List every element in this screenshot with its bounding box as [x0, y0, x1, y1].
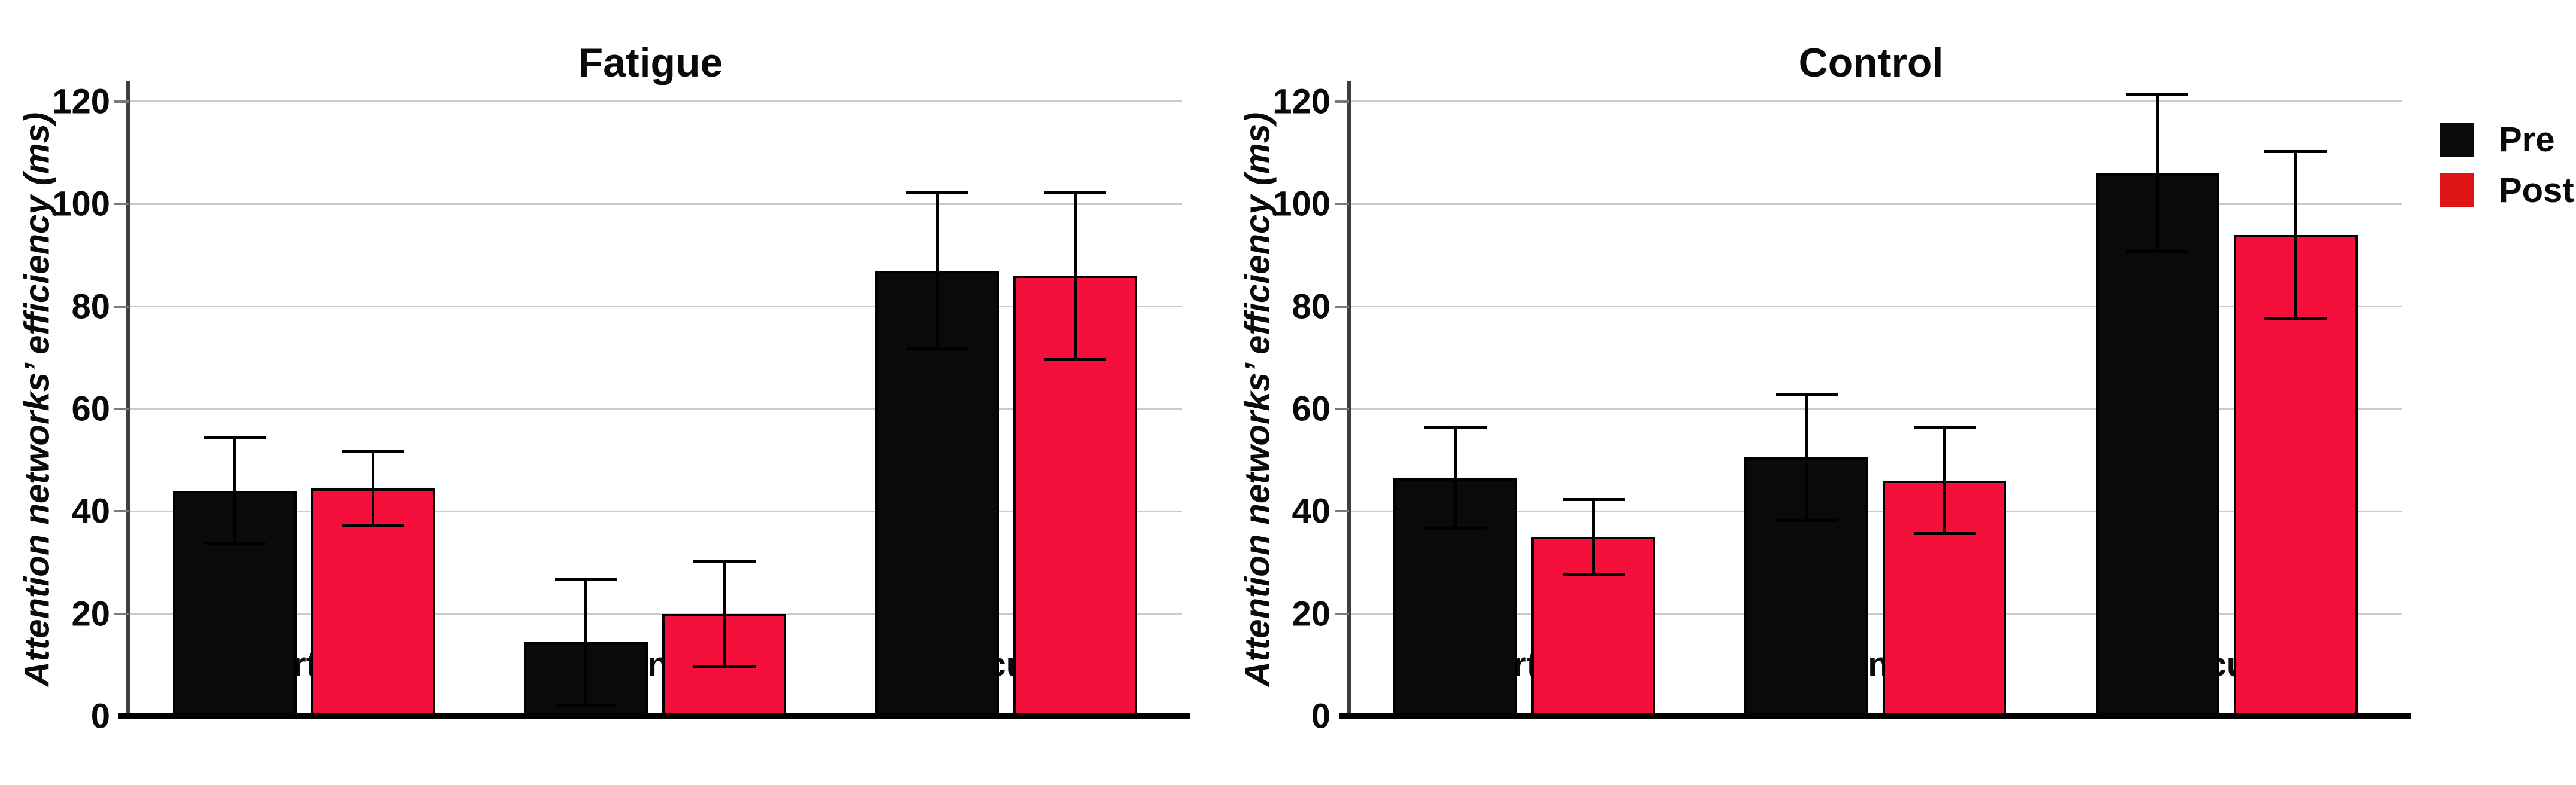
- error-bar-pre-orienting: [1805, 396, 1808, 520]
- y-tick-120: [114, 100, 129, 103]
- y-tick-label-60: 60: [1292, 389, 1330, 429]
- error-cap-bottom: [203, 542, 266, 545]
- error-cap-top: [1562, 498, 1625, 502]
- y-tick-label-100: 100: [1272, 184, 1330, 224]
- panel-control: Control Attention networks’ efficiency (…: [1220, 0, 2441, 785]
- error-cap-bottom: [2126, 250, 2189, 253]
- error-bar-post-alerting: [1592, 501, 1595, 573]
- gridline-80: [129, 306, 1182, 308]
- error-bar-pre-alerting: [1454, 429, 1457, 527]
- gridline-20: [129, 613, 1182, 615]
- y-tick-40: [1335, 510, 1349, 513]
- panel-fatigue: Fatigue Attention networks’ efficiency (…: [0, 0, 1220, 785]
- legend-label-pre: Pre: [2499, 120, 2555, 159]
- y-tick-60: [1335, 408, 1349, 410]
- y-tick-100: [114, 203, 129, 206]
- legend-swatch-pre: [2440, 123, 2474, 157]
- gridline-120: [129, 100, 1182, 103]
- legend-label-post: Post: [2499, 171, 2574, 210]
- error-cap-top: [1775, 393, 1838, 396]
- error-cap-bottom: [1424, 527, 1487, 530]
- error-cap-top: [2264, 149, 2327, 153]
- y-tick-40: [114, 510, 129, 513]
- gridline-120: [1349, 100, 2402, 103]
- gridline-100: [1349, 203, 2402, 205]
- y-tick-60: [114, 408, 129, 410]
- legend-item-post: Post: [2440, 170, 2576, 210]
- gridline-40: [129, 510, 1182, 512]
- y-tick-label-120: 120: [52, 82, 110, 121]
- error-cap-top: [342, 449, 404, 453]
- error-bar-pre-orienting: [584, 581, 587, 704]
- legend-item-pre: Pre: [2440, 120, 2576, 160]
- error-cap-bottom: [555, 703, 617, 707]
- error-cap-top: [1424, 426, 1487, 430]
- plot-area-fatigue: [114, 84, 1182, 716]
- panel-title-control: Control: [1798, 40, 1944, 86]
- y-tick-20: [114, 612, 129, 615]
- error-cap-top: [906, 191, 969, 194]
- x-axis-line: [118, 713, 1190, 719]
- y-tick-80: [114, 305, 129, 308]
- y-tick-label-0: 0: [1311, 697, 1330, 736]
- error-cap-bottom: [906, 347, 969, 351]
- gridline-20: [1349, 613, 2402, 615]
- error-cap-top: [693, 560, 756, 563]
- error-cap-bottom: [1775, 519, 1838, 523]
- y-axis-line: [126, 81, 130, 716]
- error-cap-bottom: [1913, 532, 1976, 535]
- error-bar-post-executive: [1073, 194, 1077, 358]
- legend: Pre Post: [2440, 120, 2576, 221]
- y-tick-label-60: 60: [71, 389, 110, 429]
- error-cap-bottom: [1044, 358, 1107, 361]
- gridline-100: [129, 203, 1182, 205]
- error-cap-top: [1913, 426, 1976, 430]
- y-tick-label-40: 40: [71, 491, 110, 531]
- y-axis-line: [1347, 81, 1351, 716]
- y-tick-label-20: 20: [71, 594, 110, 634]
- error-cap-bottom: [2264, 316, 2327, 320]
- error-bar-post-orienting: [723, 563, 726, 665]
- y-tick-label-80: 80: [1292, 287, 1330, 326]
- error-cap-top: [555, 577, 617, 581]
- y-tick-label-0: 0: [90, 697, 110, 736]
- error-cap-top: [1044, 191, 1107, 194]
- y-tick-80: [1335, 305, 1349, 308]
- y-tick-20: [1335, 612, 1349, 615]
- gridline-40: [1349, 510, 2402, 512]
- gridline-60: [129, 408, 1182, 410]
- y-tick-label-120: 120: [1272, 82, 1330, 121]
- error-cap-bottom: [1562, 573, 1625, 576]
- y-tick-100: [1335, 203, 1349, 206]
- x-axis-line: [1339, 713, 2411, 719]
- panel-title-fatigue: Fatigue: [578, 40, 723, 86]
- gridline-80: [1349, 306, 2402, 308]
- error-bar-pre-alerting: [233, 439, 237, 542]
- legend-swatch-post: [2440, 173, 2474, 207]
- y-tick-label-100: 100: [52, 184, 110, 224]
- gridline-60: [1349, 408, 2402, 410]
- y-tick-label-40: 40: [1292, 491, 1330, 531]
- y-tick-120: [1335, 100, 1349, 103]
- error-cap-top: [2126, 93, 2189, 97]
- error-bar-post-alerting: [372, 452, 375, 524]
- bar-pre-executive: [2095, 173, 2219, 716]
- error-bar-post-orienting: [1943, 429, 1946, 532]
- error-bar-pre-executive: [935, 194, 939, 348]
- y-tick-label-80: 80: [71, 287, 110, 326]
- error-bar-post-executive: [2294, 152, 2297, 317]
- plot-area-control: [1335, 84, 2402, 716]
- error-cap-bottom: [693, 665, 756, 668]
- error-bar-pre-executive: [2155, 96, 2159, 251]
- error-cap-bottom: [342, 524, 404, 527]
- error-cap-top: [203, 436, 266, 440]
- y-tick-label-20: 20: [1292, 594, 1330, 634]
